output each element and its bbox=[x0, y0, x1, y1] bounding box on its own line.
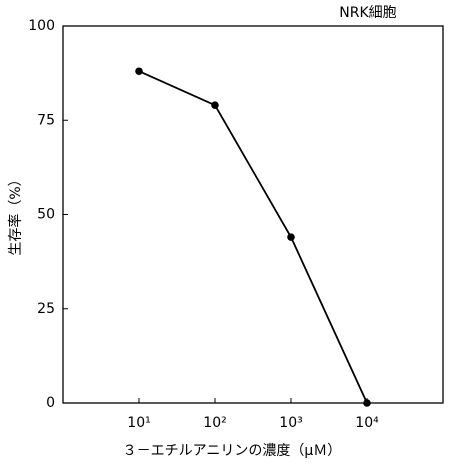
plot-frame bbox=[62, 25, 444, 404]
x-tick-label: 10¹ bbox=[127, 415, 150, 431]
chart-title: NRK細胞 bbox=[339, 5, 396, 21]
data-point bbox=[135, 67, 143, 76]
y-tick-label: 25 bbox=[37, 301, 55, 317]
series-line bbox=[138, 70, 368, 404]
y-tick-label: 100 bbox=[28, 18, 55, 34]
x-axis-label: ３－エチルアニリンの濃度（μＭ） bbox=[123, 443, 342, 459]
y-axis-label: 生存率（%） bbox=[7, 172, 24, 255]
x-tick-label: 10² bbox=[203, 415, 226, 431]
data-point bbox=[287, 233, 295, 241]
x-tick-label: 10³ bbox=[279, 415, 302, 431]
y-tick-label: 75 bbox=[37, 112, 55, 128]
y-tick-label: 50 bbox=[37, 207, 55, 223]
data-point bbox=[211, 101, 219, 109]
y-tick-label: 0 bbox=[46, 395, 55, 411]
data-point bbox=[363, 399, 371, 407]
x-tick-label: 10⁴ bbox=[355, 415, 379, 431]
